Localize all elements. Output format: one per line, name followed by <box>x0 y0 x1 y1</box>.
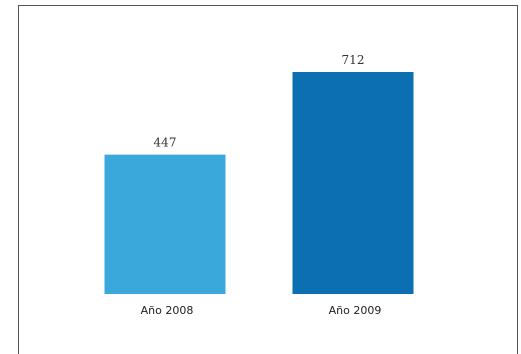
bars-group <box>104 72 414 294</box>
value-labels-group: 447 712 <box>154 53 365 150</box>
data-label-1: 447 <box>154 136 177 150</box>
bar-1 <box>104 154 226 294</box>
category-label-1: Año 2008 <box>141 304 194 317</box>
bar-2 <box>292 72 414 294</box>
category-labels-group: Año 2008 Año 2009 <box>141 304 382 317</box>
data-label-2: 712 <box>342 53 365 67</box>
category-label-2: Año 2009 <box>329 304 382 317</box>
